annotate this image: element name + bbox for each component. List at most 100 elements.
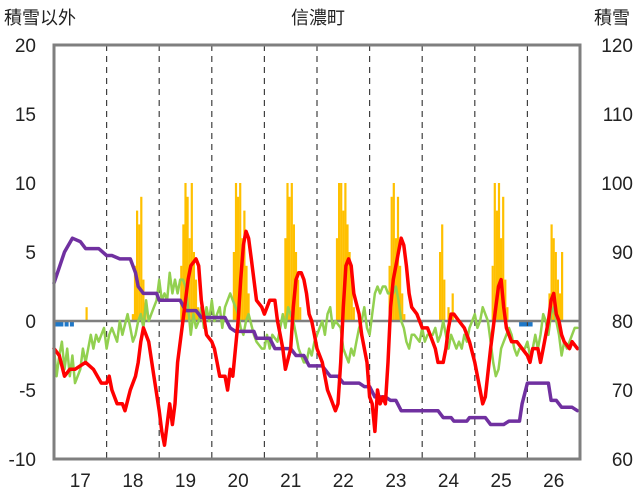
precipitation-bar-46 xyxy=(394,238,397,321)
precipitation-bar-67 xyxy=(554,252,557,321)
x-tick-4: 21 xyxy=(280,471,301,492)
x-tick-8: 25 xyxy=(491,471,512,492)
precipitation-bar-36 xyxy=(340,183,343,321)
y-tick-right-3: 90 xyxy=(612,243,633,264)
x-tick-7: 24 xyxy=(438,471,460,492)
sunshine-bar-3 xyxy=(64,321,69,327)
y-tick-right-4: 80 xyxy=(612,312,633,333)
x-tick-6: 23 xyxy=(385,471,406,492)
lines-layer xyxy=(52,229,580,447)
precipitation-bar-24 xyxy=(245,265,248,321)
y-tick-left-5: -5 xyxy=(19,381,36,402)
precipitation-bar-54 xyxy=(447,307,450,321)
y-tick-right-5: 70 xyxy=(612,381,633,402)
precipitation-bar-15 xyxy=(194,279,198,321)
precipitation-bar-35 xyxy=(338,183,341,321)
y-tick-right-1: 110 xyxy=(603,105,633,126)
precipitation-bar-42 xyxy=(352,307,355,321)
precipitation-bar-3 xyxy=(136,210,139,321)
precipitation-bar-45 xyxy=(392,183,395,321)
precipitation-bar-25 xyxy=(247,293,250,321)
precipitation-bar-53 xyxy=(443,279,446,321)
precipitation-bar-20 xyxy=(237,196,240,321)
y-tick-right-6: 60 xyxy=(612,450,633,471)
x-tick-0: 17 xyxy=(70,471,91,492)
precipitation-bar-30 xyxy=(292,224,295,321)
precipitation-bar-4 xyxy=(138,224,141,321)
precipitation-bar-8 xyxy=(180,265,183,321)
precipitation-bar-57 xyxy=(493,183,496,321)
y-axis-label-right: 積雪 xyxy=(594,8,630,29)
y-axis-label-left: 積雪以外 xyxy=(4,8,76,29)
precipitation-bar-2 xyxy=(133,265,137,321)
bars-layer xyxy=(53,183,564,327)
sunshine-bar-8 xyxy=(528,321,533,327)
precipitation-bar-26 xyxy=(284,238,287,321)
precipitation-bar-33 xyxy=(299,307,302,321)
precipitation-bar-55 xyxy=(451,293,454,321)
precipitation-bar-28 xyxy=(288,196,291,321)
sunshine-bar-5 xyxy=(519,321,524,327)
precipitation-bar-13 xyxy=(190,183,193,321)
precipitation-bar-58 xyxy=(495,210,498,321)
precipitation-bar-65 xyxy=(550,224,553,321)
y-tick-left-2: 10 xyxy=(15,174,36,195)
x-tick-9: 26 xyxy=(543,471,564,492)
y-tick-left-6: -10 xyxy=(9,450,36,471)
sunshine-bar-6 xyxy=(522,321,527,327)
precipitation-bar-62 xyxy=(504,279,507,321)
y-tick-left-4: 0 xyxy=(25,312,36,333)
precipitation-bar-32 xyxy=(297,279,300,321)
precipitation-bar-9 xyxy=(182,224,185,321)
precipitation-bar-41 xyxy=(350,279,353,321)
precipitation-bar-29 xyxy=(290,183,293,321)
precipitation-bar-21 xyxy=(239,183,242,321)
precipitation-bar-44 xyxy=(390,196,393,321)
precipitation-bar-23 xyxy=(243,210,246,321)
y-tick-left-3: 5 xyxy=(25,243,36,264)
ticks-layer: 20 15 10 5 0 -5 -10 120 110 100 90 80 70 60 17 18 19 20 21… xyxy=(9,36,633,492)
plot-frame xyxy=(52,43,582,461)
precipitation-bar-68 xyxy=(556,279,559,321)
x-tick-5: 22 xyxy=(333,471,354,492)
y-tick-right-2: 100 xyxy=(601,174,633,195)
precipitation-bar-66 xyxy=(552,238,555,321)
precipitation-bar-0 xyxy=(85,307,88,321)
sunshine-bar-1 xyxy=(56,321,61,327)
precipitation-bar-70 xyxy=(561,252,564,321)
precipitation-bar-37 xyxy=(342,210,345,321)
precipitation-bar-11 xyxy=(186,196,189,321)
chart-title: 信濃町 xyxy=(291,8,345,29)
x-tick-1: 18 xyxy=(122,471,143,492)
precipitation-bar-50 xyxy=(403,314,406,321)
humidity_like-line xyxy=(52,271,579,385)
precipitation-bar-6 xyxy=(142,279,145,321)
temperature-line xyxy=(52,229,580,447)
precipitation-bar-69 xyxy=(558,293,562,321)
precipitation-bar-56 xyxy=(491,265,494,321)
precipitation-bar-59 xyxy=(497,183,501,321)
precipitation-bar-52 xyxy=(441,224,444,321)
precipitation-bar-14 xyxy=(192,252,195,321)
x-tick-3: 20 xyxy=(228,471,249,492)
precipitation-bar-61 xyxy=(502,196,505,321)
precipitation-bar-34 xyxy=(335,238,339,321)
precipitation-bar-63 xyxy=(506,307,509,321)
precipitation-bar-38 xyxy=(344,183,347,321)
precipitation-bar-1 xyxy=(131,314,134,321)
precipitation-bar-10 xyxy=(184,183,187,321)
precipitation-bar-27 xyxy=(286,183,289,321)
precipitation-bar-40 xyxy=(348,252,351,321)
y-tick-right-0: 120 xyxy=(601,36,633,57)
precipitation-bar-39 xyxy=(346,224,349,321)
y-tick-left-1: 15 xyxy=(15,105,36,126)
precipitation-bar-5 xyxy=(140,196,143,321)
precipitation-bar-48 xyxy=(399,265,402,321)
precipitation-bar-19 xyxy=(234,183,238,321)
sunshine-bar-2 xyxy=(59,321,64,327)
sunshine-bar-4 xyxy=(69,321,74,327)
x-tick-2: 19 xyxy=(175,471,196,492)
precipitation-bar-18 xyxy=(232,252,235,321)
precipitation-bar-49 xyxy=(401,293,404,321)
